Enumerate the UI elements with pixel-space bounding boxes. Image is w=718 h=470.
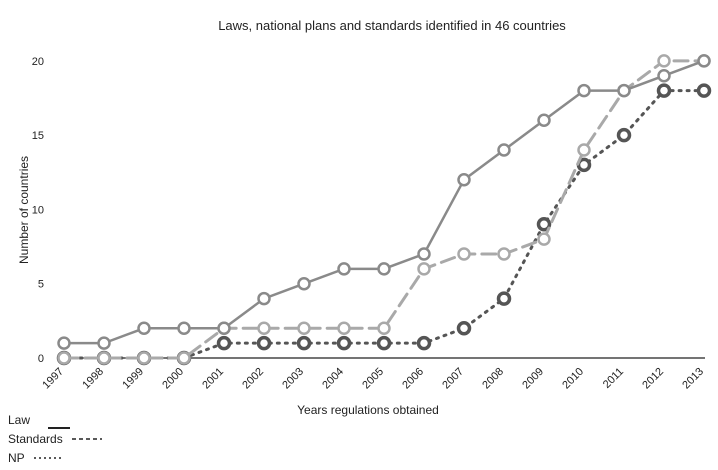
- y-tick-labels: 0 5 10 15 20: [32, 56, 44, 365]
- series-layer: [56, 54, 712, 366]
- data-point: [337, 262, 351, 276]
- y-tick-label: 20: [32, 56, 44, 68]
- series-line: [62, 89, 706, 360]
- data-point: [257, 321, 271, 336]
- y-tick-label: 15: [32, 130, 44, 142]
- x-tick-label: 2009: [520, 366, 546, 392]
- x-tick-label: 1997: [40, 366, 66, 392]
- data-point: [376, 335, 392, 351]
- data-point: [137, 351, 151, 365]
- x-tick-label: 2003: [280, 366, 306, 392]
- data-point: [577, 143, 591, 157]
- data-point: [297, 276, 311, 291]
- data-point: [337, 321, 351, 336]
- data-point: [456, 321, 472, 336]
- data-point: [177, 321, 191, 336]
- data-point: [57, 351, 71, 365]
- data-point: [577, 83, 591, 98]
- x-tick-label: 2012: [640, 366, 666, 392]
- data-point: [137, 321, 151, 336]
- y-tick-label: 10: [32, 204, 44, 216]
- data-point: [657, 54, 671, 68]
- x-tick-labels: 1997 1998 1999 2000 2001 2002 2003 2004 2005 2006…: [40, 366, 706, 392]
- data-point: [417, 247, 431, 261]
- x-tick-label: 2004: [320, 366, 346, 392]
- legend: Law Standards NP: [8, 413, 102, 465]
- data-point: [537, 232, 551, 246]
- data-point: [417, 262, 431, 276]
- x-tick-label: 1999: [120, 366, 146, 392]
- data-point: [416, 335, 432, 351]
- x-tick-label: 2013: [680, 366, 706, 392]
- data-point: [57, 336, 71, 350]
- data-point: [616, 127, 632, 143]
- series-line: [62, 59, 706, 360]
- data-point: [536, 217, 552, 232]
- data-point: [97, 351, 111, 365]
- x-tick-label: 2000: [160, 366, 186, 392]
- x-tick-label: 2007: [440, 366, 466, 392]
- x-tick-label: 2005: [360, 366, 386, 392]
- data-point: [256, 335, 272, 351]
- data-point: [497, 247, 511, 261]
- data-point: [537, 113, 551, 128]
- legend-label: Standards: [8, 432, 63, 446]
- x-axis-label: Years regulations obtained: [297, 403, 439, 417]
- y-axis-label: Number of countries: [17, 156, 31, 264]
- data-point: [217, 321, 231, 336]
- data-point: [377, 262, 391, 276]
- data-point: [697, 54, 711, 68]
- x-tick-label: 2006: [400, 366, 426, 392]
- x-tick-label: 1998: [80, 366, 106, 392]
- data-point: [657, 68, 671, 83]
- data-point: [457, 172, 471, 187]
- data-point: [377, 321, 391, 336]
- data-point: [336, 335, 352, 351]
- data-point: [296, 335, 312, 351]
- data-point: [97, 336, 111, 350]
- x-tick-label: 2010: [560, 366, 586, 392]
- series-standards: [57, 54, 711, 365]
- legend-label: Law: [8, 413, 30, 427]
- data-point: [257, 291, 271, 306]
- data-point: [457, 247, 471, 261]
- chart-title: Laws, national plans and standards ident…: [218, 18, 566, 33]
- data-point: [297, 321, 311, 336]
- x-tick-label: 2002: [240, 366, 266, 392]
- x-tick-label: 2011: [601, 366, 626, 391]
- legend-label: NP: [8, 451, 25, 465]
- data-point: [497, 143, 511, 157]
- y-tick-label: 0: [38, 353, 44, 365]
- x-tick-label: 2008: [480, 366, 506, 392]
- data-point: [496, 291, 512, 306]
- data-point: [177, 351, 191, 365]
- series-line: [62, 59, 706, 345]
- y-tick-label: 5: [38, 279, 44, 291]
- x-tick-label: 2001: [200, 366, 226, 392]
- data-point: [656, 83, 672, 98]
- data-point: [216, 335, 232, 351]
- data-point: [617, 83, 631, 98]
- series-law: [57, 54, 711, 350]
- data-point: [696, 83, 712, 98]
